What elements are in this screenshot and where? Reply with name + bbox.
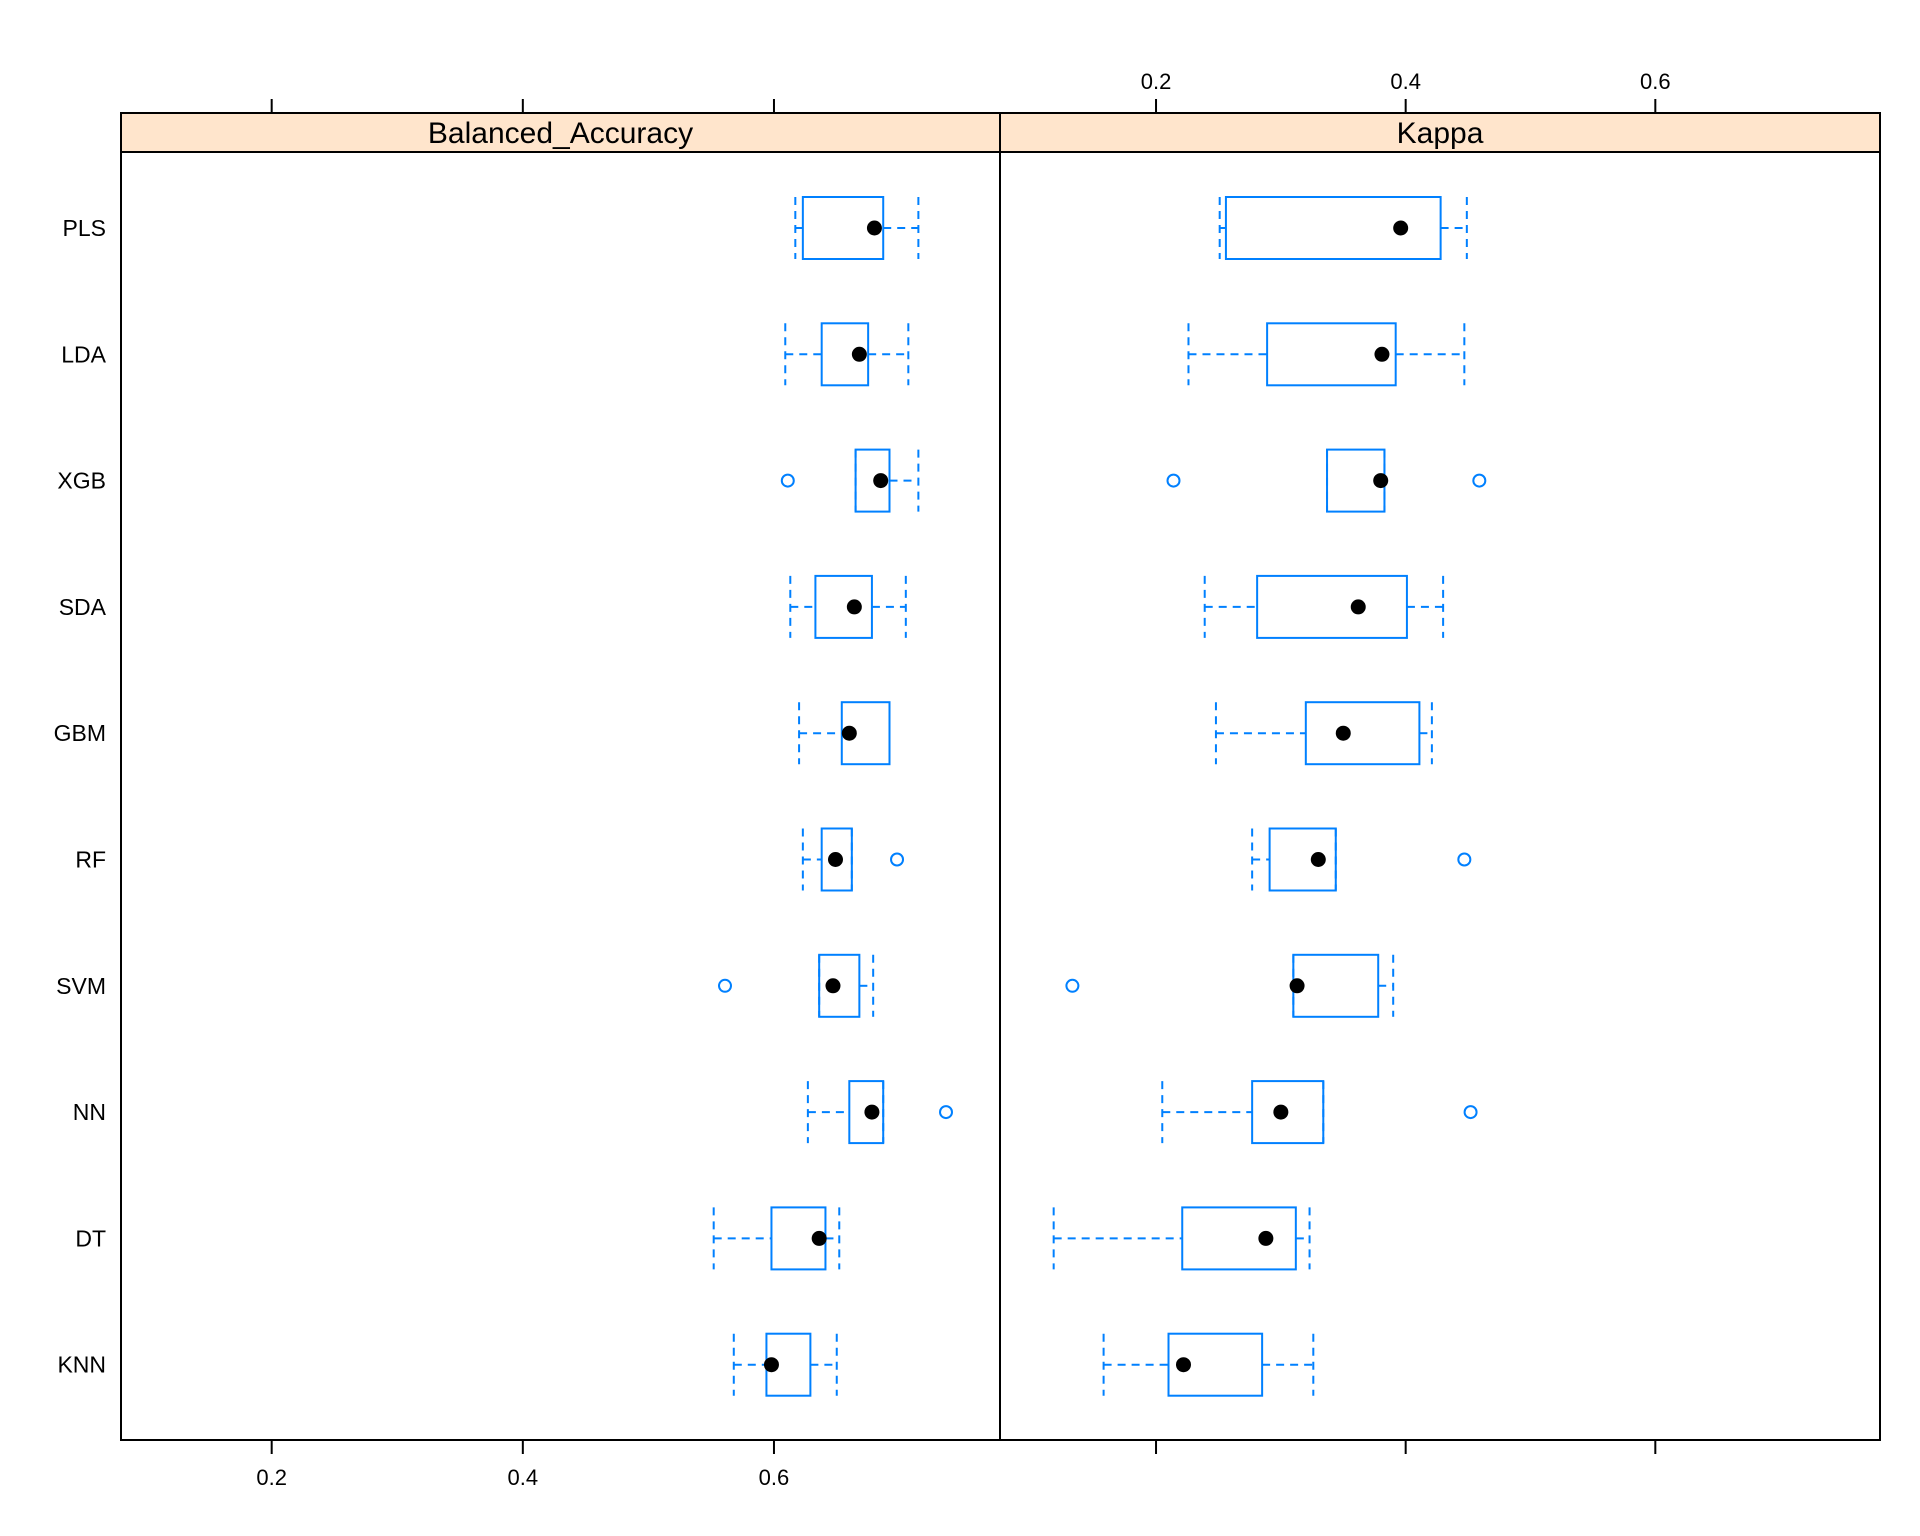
median-point (1350, 599, 1366, 615)
iqr-box (814, 574, 873, 639)
category-label: PLS (63, 215, 106, 241)
category-label: LDA (61, 341, 106, 367)
category-label: NN (73, 1099, 106, 1125)
outlier-point (780, 473, 795, 488)
median-point (841, 725, 857, 741)
box-xgb-1 (1166, 448, 1487, 513)
median-point (851, 346, 867, 362)
axes: 0.2 0.4 0.6 0.2 0.4 0.6 (256, 69, 1670, 1490)
panel-frame-1 (999, 112, 1881, 1441)
iqr-box (1181, 1206, 1297, 1271)
x-tick-label: 0.4 (1390, 69, 1421, 94)
outlier-point (890, 852, 905, 867)
iqr-box (848, 1080, 885, 1145)
box-knn-1 (1102, 1332, 1315, 1397)
iqr-box (1256, 574, 1408, 639)
box-dt-1 (1052, 1206, 1311, 1271)
x-tick-label: 0.6 (759, 1465, 790, 1490)
median-point (1258, 1230, 1274, 1246)
box-svm-1 (1065, 953, 1395, 1018)
box-marks (712, 196, 1487, 1397)
iqr-box (1266, 322, 1397, 387)
outlier-point (1463, 1105, 1478, 1120)
iqr-box (1292, 953, 1380, 1018)
x-tick-label: 0.6 (1640, 69, 1671, 94)
median-point (1175, 1357, 1191, 1373)
box-pls-1 (1218, 196, 1468, 260)
outlier-point (1065, 978, 1080, 993)
x-tick-label: 0.2 (1141, 69, 1172, 94)
median-point (864, 1104, 880, 1120)
box-rf-0 (801, 827, 905, 892)
category-label: XGB (57, 468, 106, 494)
box-pls-0 (794, 196, 920, 260)
median-point (811, 1230, 827, 1246)
iqr-box (801, 196, 885, 260)
box-nn-1 (1161, 1080, 1478, 1145)
iqr-box (820, 322, 870, 387)
box-dt-0 (712, 1206, 841, 1271)
median-point (1393, 220, 1409, 236)
category-label: SVM (56, 973, 106, 999)
box-sda-0 (789, 574, 907, 639)
box-gbm-1 (1214, 701, 1433, 766)
category-label: KNN (57, 1352, 106, 1378)
x-tick-label: 0.4 (508, 1465, 539, 1490)
median-point (1335, 725, 1351, 741)
median-point (828, 852, 844, 867)
median-point (846, 599, 862, 615)
iqr-box (1251, 1080, 1325, 1145)
median-point (763, 1357, 779, 1373)
median-point (873, 473, 889, 489)
box-sda-1 (1203, 574, 1445, 639)
median-point (866, 220, 882, 236)
panel-frame-0 (120, 112, 1001, 1441)
median-point (825, 978, 841, 994)
iqr-box (1304, 701, 1421, 766)
outlier-point (717, 978, 732, 993)
panel-frames: Balanced_Accuracy Kappa (120, 112, 1881, 1441)
outlier-point (1472, 473, 1487, 488)
box-lda-0 (784, 322, 910, 387)
category-label: DT (75, 1225, 106, 1251)
median-point (1273, 1104, 1289, 1120)
iqr-box (840, 701, 891, 766)
box-xgb-0 (780, 448, 920, 513)
outlier-point (1166, 473, 1181, 488)
median-point (1289, 978, 1305, 994)
iqr-box (1268, 827, 1337, 892)
strip-label: Kappa (1397, 117, 1484, 150)
iqr-box (1224, 196, 1442, 260)
iqr-box (820, 827, 853, 892)
category-label: RF (75, 847, 106, 873)
iqr-box (1167, 1332, 1264, 1397)
box-rf-1 (1251, 827, 1472, 892)
median-point (1310, 852, 1326, 867)
box-gbm-0 (798, 701, 891, 766)
category-label: GBM (54, 720, 106, 746)
median-point (1374, 346, 1390, 362)
iqr-box (818, 953, 861, 1018)
category-labels: PLS LDA XGB SDA GBM RF SVM NN DT KNN (54, 215, 107, 1378)
median-point (1373, 473, 1389, 489)
x-tick-label: 0.2 (256, 1465, 287, 1490)
strip-1 (999, 112, 1881, 153)
outlier-point (939, 1105, 954, 1120)
box-lda-1 (1187, 322, 1466, 387)
strip-label: Balanced_Accuracy (428, 117, 693, 150)
box-knn-0 (732, 1332, 838, 1397)
outlier-point (1457, 852, 1472, 867)
box-svm-0 (717, 953, 875, 1018)
box-nn-0 (806, 1080, 954, 1145)
iqr-box (854, 448, 891, 513)
category-label: SDA (59, 594, 107, 620)
